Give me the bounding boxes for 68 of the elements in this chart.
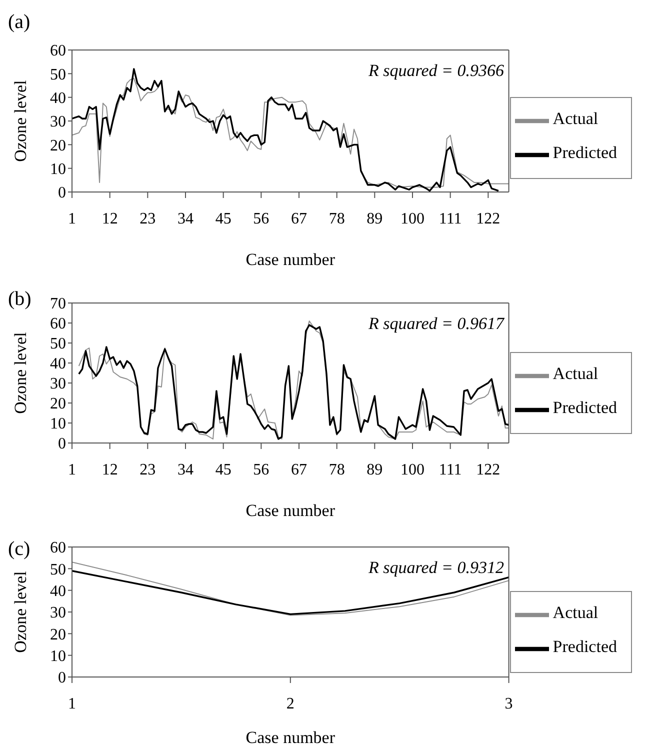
x-tick-label: 34 <box>178 461 194 478</box>
x-axis-title: Case number <box>246 728 336 747</box>
x-tick-label: 122 <box>476 210 500 228</box>
x-tick-label: 34 <box>178 210 194 228</box>
x-tick-label: 1 <box>68 461 76 478</box>
x-tick-label: 1 <box>68 695 76 712</box>
annotation: R squared = 0.9312 <box>368 558 504 578</box>
y-tick-label: 0 <box>58 670 66 687</box>
x-tick-label: 78 <box>328 210 345 228</box>
y-tick-label: 20 <box>50 626 66 644</box>
x-tick-label: 23 <box>140 210 156 228</box>
legend-label: Predicted <box>552 637 617 656</box>
y-tick-label: 70 <box>50 296 66 313</box>
y-axis-title: Ozone level <box>11 332 30 414</box>
x-axis-title: Case number <box>246 250 336 269</box>
line-series <box>72 562 509 616</box>
x-tick-label: 89 <box>366 210 383 228</box>
y-tick-label: 60 <box>50 540 66 557</box>
x-tick-label: 12 <box>102 210 118 228</box>
y-tick-label: 60 <box>50 42 66 60</box>
y-axis-title: Ozone level <box>11 80 30 162</box>
legend-label: Actual <box>552 109 598 128</box>
y-tick-label: 40 <box>50 90 66 108</box>
x-axis-title: Case number <box>246 501 336 520</box>
x-tick-label: 56 <box>253 461 270 478</box>
y-tick-label: 10 <box>50 161 66 178</box>
y-tick-label: 50 <box>50 66 66 84</box>
y-tick-label: 60 <box>50 316 66 333</box>
x-tick-label: 3 <box>504 695 513 712</box>
legend-label: Predicted <box>552 143 617 162</box>
y-tick-label: 10 <box>50 648 66 666</box>
x-tick-label: 78 <box>328 461 345 478</box>
x-tick-label: 67 <box>290 461 307 478</box>
x-tick-label: 12 <box>102 461 118 478</box>
y-tick-label: 30 <box>50 376 66 393</box>
x-tick-label: 89 <box>366 461 383 478</box>
y-tick-label: 30 <box>50 114 66 131</box>
y-axis-title: Ozone level <box>11 570 30 653</box>
y-tick-label: 20 <box>50 396 66 413</box>
x-tick-label: 111 <box>438 210 462 228</box>
x-tick-label: 111 <box>438 461 462 478</box>
x-tick-label: 2 <box>286 695 294 712</box>
y-tick-label: 0 <box>58 184 66 202</box>
x-tick-label: 122 <box>476 461 500 478</box>
legend-label: Actual <box>552 364 598 384</box>
y-tick-label: 40 <box>50 356 66 373</box>
x-tick-label: 23 <box>140 461 156 478</box>
legend-label: Actual <box>552 603 598 622</box>
chart-title: (c) <box>8 538 30 561</box>
annotation: R squared = 0.9617 <box>368 314 504 334</box>
x-tick-label: 1 <box>68 210 76 228</box>
x-tick-label: 56 <box>253 210 270 228</box>
y-tick-label: 30 <box>50 604 66 622</box>
y-tick-label: 50 <box>50 336 66 353</box>
y-tick-label: 50 <box>50 561 66 578</box>
x-tick-label: 100 <box>400 210 424 228</box>
chart-title: (a) <box>8 11 30 34</box>
chart-title: (b) <box>8 288 32 311</box>
y-tick-label: 10 <box>50 416 66 433</box>
x-tick-label: 67 <box>290 210 307 228</box>
x-tick-label: 45 <box>215 210 232 228</box>
x-tick-label: 45 <box>215 461 232 478</box>
y-tick-label: 20 <box>50 137 66 154</box>
y-tick-label: 0 <box>58 436 66 453</box>
x-tick-label: 100 <box>400 461 424 478</box>
annotation: R squared = 0.9366 <box>368 61 504 81</box>
y-tick-label: 40 <box>50 583 66 600</box>
legend-label: Predicted <box>552 398 617 418</box>
